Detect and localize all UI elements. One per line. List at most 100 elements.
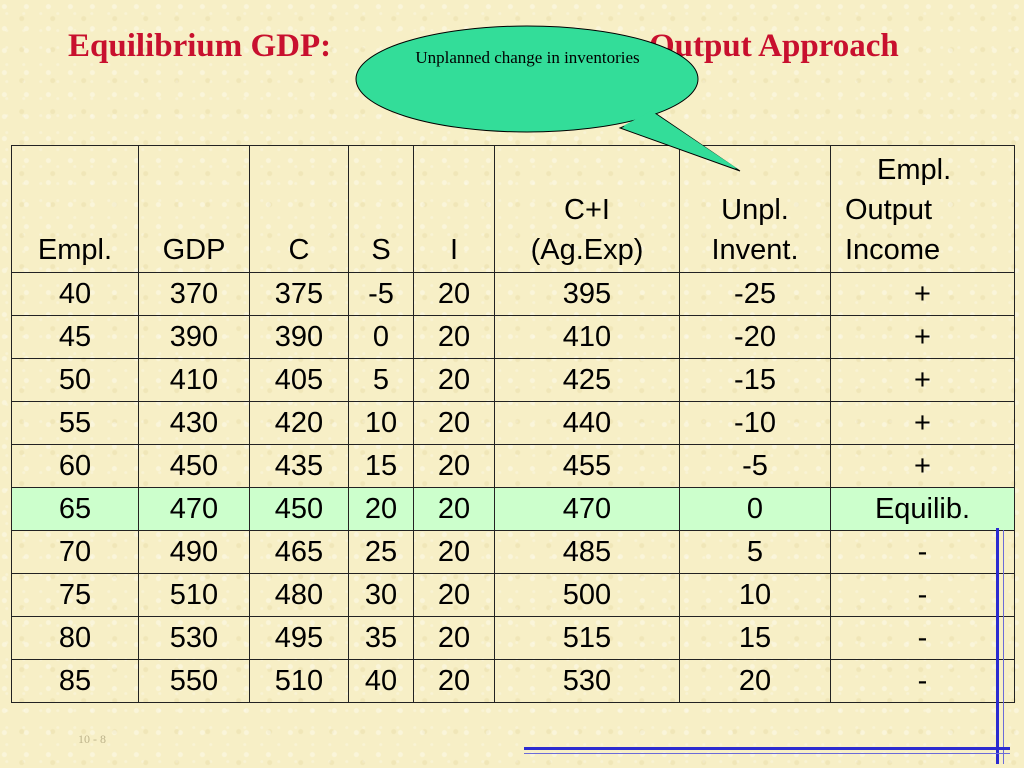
- table-cell: 0: [348, 315, 414, 359]
- table-row: 55 430 420 10 20 440 -10 +: [11, 401, 1015, 445]
- callout-text: Unplanned change in inventories: [415, 48, 640, 67]
- table-cell: 470: [494, 487, 680, 531]
- table-row: 45 390 390 0 20 410 -20 +: [11, 315, 1015, 359]
- table-cell: -20: [679, 315, 831, 359]
- table-cell: 5: [348, 358, 414, 402]
- table-cell: 15: [679, 616, 831, 660]
- table-cell: 510: [249, 659, 349, 703]
- decorative-vertical-line-thin: [1003, 530, 1004, 764]
- table-cell: 20: [413, 659, 495, 703]
- table-cell: 15: [348, 444, 414, 488]
- table-cell: 20: [679, 659, 831, 703]
- table-row: 75 510 480 30 20 500 10-: [11, 573, 1015, 617]
- table-body: 40 370 375 -5 20 395 -25 +45 390 390 0 20 410 -20 +50 4…: [11, 272, 1015, 703]
- table-cell: -5: [348, 272, 414, 316]
- table-cell: -: [830, 573, 1015, 617]
- table-cell: 20: [413, 358, 495, 402]
- header-empl-output-income: Empl. Output Income: [830, 145, 1015, 273]
- table-row: 70 490 465 25 20 485 5-: [11, 530, 1015, 574]
- table-cell: 20: [413, 530, 495, 574]
- table-cell: 70: [11, 530, 139, 574]
- table-cell: -: [830, 659, 1015, 703]
- callout-bubble: Unplanned change in inventories: [355, 25, 741, 172]
- table-cell: 450: [138, 444, 250, 488]
- table-cell: 485: [494, 530, 680, 574]
- slide-title: Equilibrium GDP: Output Approach: [68, 28, 899, 65]
- table-row-equilibrium: 65 470 450 20 20 470 0 Equilib.: [11, 487, 1015, 531]
- table-cell: 45: [11, 315, 139, 359]
- table-cell: 35: [348, 616, 414, 660]
- decorative-horizontal-line: [524, 747, 1010, 750]
- table-cell: 405: [249, 358, 349, 402]
- table-cell: 0: [679, 487, 831, 531]
- table-cell: 80: [11, 616, 139, 660]
- table-cell: 390: [138, 315, 250, 359]
- table-cell: 20: [413, 487, 495, 531]
- table-row: 50 410 405 5 20 425 -15 +: [11, 358, 1015, 402]
- slide-number: 10 - 8: [78, 732, 106, 746]
- table-cell: -: [830, 616, 1015, 660]
- table-cell: 20: [413, 315, 495, 359]
- table-row: 60 450 435 15 20 455 -5 +: [11, 444, 1015, 488]
- table-cell: 435: [249, 444, 349, 488]
- table-cell: -: [830, 530, 1015, 574]
- table-cell: Equilib.: [830, 487, 1015, 531]
- table-cell: 515: [494, 616, 680, 660]
- table-cell: 20: [413, 401, 495, 445]
- table-cell: 60: [11, 444, 139, 488]
- table-cell: 5: [679, 530, 831, 574]
- table-cell: +: [830, 315, 1015, 359]
- table-cell: 20: [413, 272, 495, 316]
- table-row: 85 550 510 40 20 530 20-: [11, 659, 1015, 703]
- table-cell: 25: [348, 530, 414, 574]
- table-cell: 470: [138, 487, 250, 531]
- table-cell: 390: [249, 315, 349, 359]
- table-row: 40 370 375 -5 20 395 -25 +: [11, 272, 1015, 316]
- table-cell: 500: [494, 573, 680, 617]
- decorative-horizontal-line-thin: [524, 753, 1010, 754]
- header-i: I: [413, 145, 495, 273]
- table-cell: 10: [348, 401, 414, 445]
- header-c: C: [249, 145, 349, 273]
- table-cell: 30: [348, 573, 414, 617]
- callout-shape: [355, 25, 741, 172]
- table-cell: 20: [413, 573, 495, 617]
- table-cell: 450: [249, 487, 349, 531]
- table-cell: 410: [494, 315, 680, 359]
- table-cell: 465: [249, 530, 349, 574]
- table-cell: +: [830, 358, 1015, 402]
- title-left: Equilibrium GDP:: [68, 28, 332, 64]
- table-cell: +: [830, 444, 1015, 488]
- table-cell: 85: [11, 659, 139, 703]
- table-cell: 495: [249, 616, 349, 660]
- table-cell: 530: [494, 659, 680, 703]
- table-cell: 20: [413, 444, 495, 488]
- header-gdp: GDP: [138, 145, 250, 273]
- table-cell: 75: [11, 573, 139, 617]
- table-cell: 40: [11, 272, 139, 316]
- table-cell: 55: [11, 401, 139, 445]
- table-cell: +: [830, 272, 1015, 316]
- table-cell: 65: [11, 487, 139, 531]
- header-unplanned-inventory: Unpl. Invent.: [679, 145, 831, 273]
- table-cell: -10: [679, 401, 831, 445]
- table-cell: 10: [679, 573, 831, 617]
- table-cell: 530: [138, 616, 250, 660]
- table-cell: 40: [348, 659, 414, 703]
- table-cell: 425: [494, 358, 680, 402]
- table-cell: 20: [348, 487, 414, 531]
- table-cell: 395: [494, 272, 680, 316]
- table-cell: -15: [679, 358, 831, 402]
- table-cell: 20: [413, 616, 495, 660]
- header-agg-exp: C+I (Ag.Exp): [494, 145, 680, 273]
- header-empl: Empl.: [11, 145, 139, 273]
- table-row: 80 530 495 35 20 515 15-: [11, 616, 1015, 660]
- table-cell: 550: [138, 659, 250, 703]
- decorative-vertical-line: [996, 528, 999, 764]
- table-cell: 375: [249, 272, 349, 316]
- header-s: S: [348, 145, 414, 273]
- table-cell: 440: [494, 401, 680, 445]
- table-cell: 490: [138, 530, 250, 574]
- table-cell: 480: [249, 573, 349, 617]
- equilibrium-table: Empl. GDP C S I C+I (Ag.Exp) Unpl. Inven…: [11, 145, 1015, 703]
